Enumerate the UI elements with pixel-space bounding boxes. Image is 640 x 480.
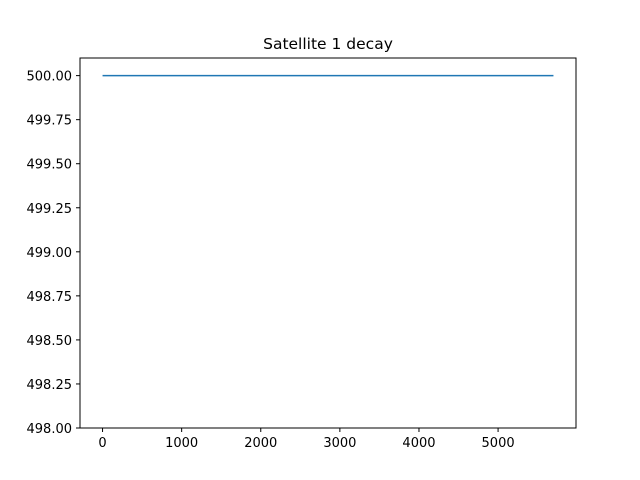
y-tick-label: 499.00 (27, 246, 73, 261)
y-tick-label: 499.50 (27, 158, 73, 173)
y-tick-label: 499.75 (27, 114, 73, 129)
chart-title: Satellite 1 decay (263, 35, 393, 53)
x-tick-label: 2000 (244, 436, 277, 451)
y-tick-label: 499.25 (27, 202, 73, 217)
y-tick-label: 498.75 (27, 290, 73, 305)
x-tick-label: 4000 (402, 436, 435, 451)
y-tick-label: 498.25 (27, 378, 73, 393)
y-tick-label: 498.00 (27, 422, 73, 437)
x-tick-label: 5000 (482, 436, 515, 451)
y-tick-label: 498.50 (27, 334, 73, 349)
x-tick-label: 3000 (323, 436, 356, 451)
x-tick-label: 0 (98, 436, 106, 451)
y-tick-label: 500.00 (27, 70, 73, 85)
plot-frame (79, 57, 577, 429)
x-tick-label: 1000 (165, 436, 198, 451)
